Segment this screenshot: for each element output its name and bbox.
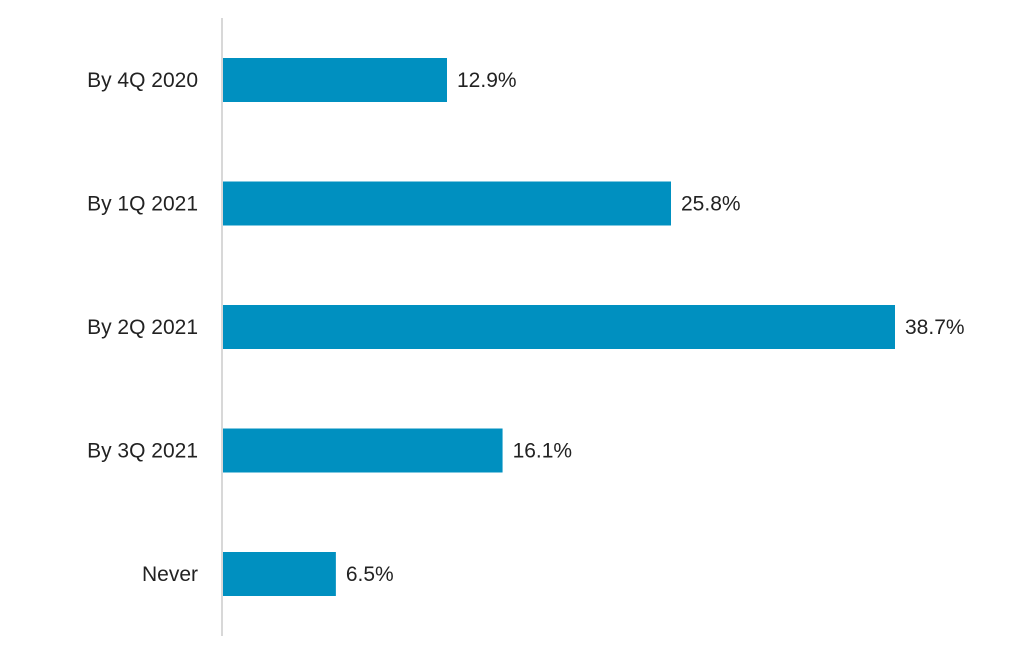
category-label-1: By 1Q 2021 xyxy=(87,193,198,216)
value-label-0: 12.9% xyxy=(457,69,517,92)
bar-3 xyxy=(223,428,503,473)
value-labels-group: 12.9% 25.8% 38.7% 16.1% 6.5% xyxy=(346,69,965,586)
category-labels-group: By 4Q 2020 By 1Q 2021 By 2Q 2021 By 3Q 2021… xyxy=(87,69,198,586)
bar-1 xyxy=(223,181,671,226)
category-label-2: By 2Q 2021 xyxy=(87,316,198,339)
bar-2 xyxy=(223,305,895,349)
category-label-3: By 3Q 2021 xyxy=(87,440,198,463)
value-label-2: 38.7% xyxy=(905,316,965,339)
value-label-4: 6.5% xyxy=(346,563,394,586)
value-label-1: 25.8% xyxy=(681,193,741,216)
bar-4 xyxy=(223,552,336,596)
value-label-3: 16.1% xyxy=(513,440,573,463)
category-label-0: By 4Q 2020 xyxy=(87,69,198,92)
category-label-4: Never xyxy=(142,563,198,586)
bar-0 xyxy=(223,58,447,102)
bars-group xyxy=(223,58,895,596)
